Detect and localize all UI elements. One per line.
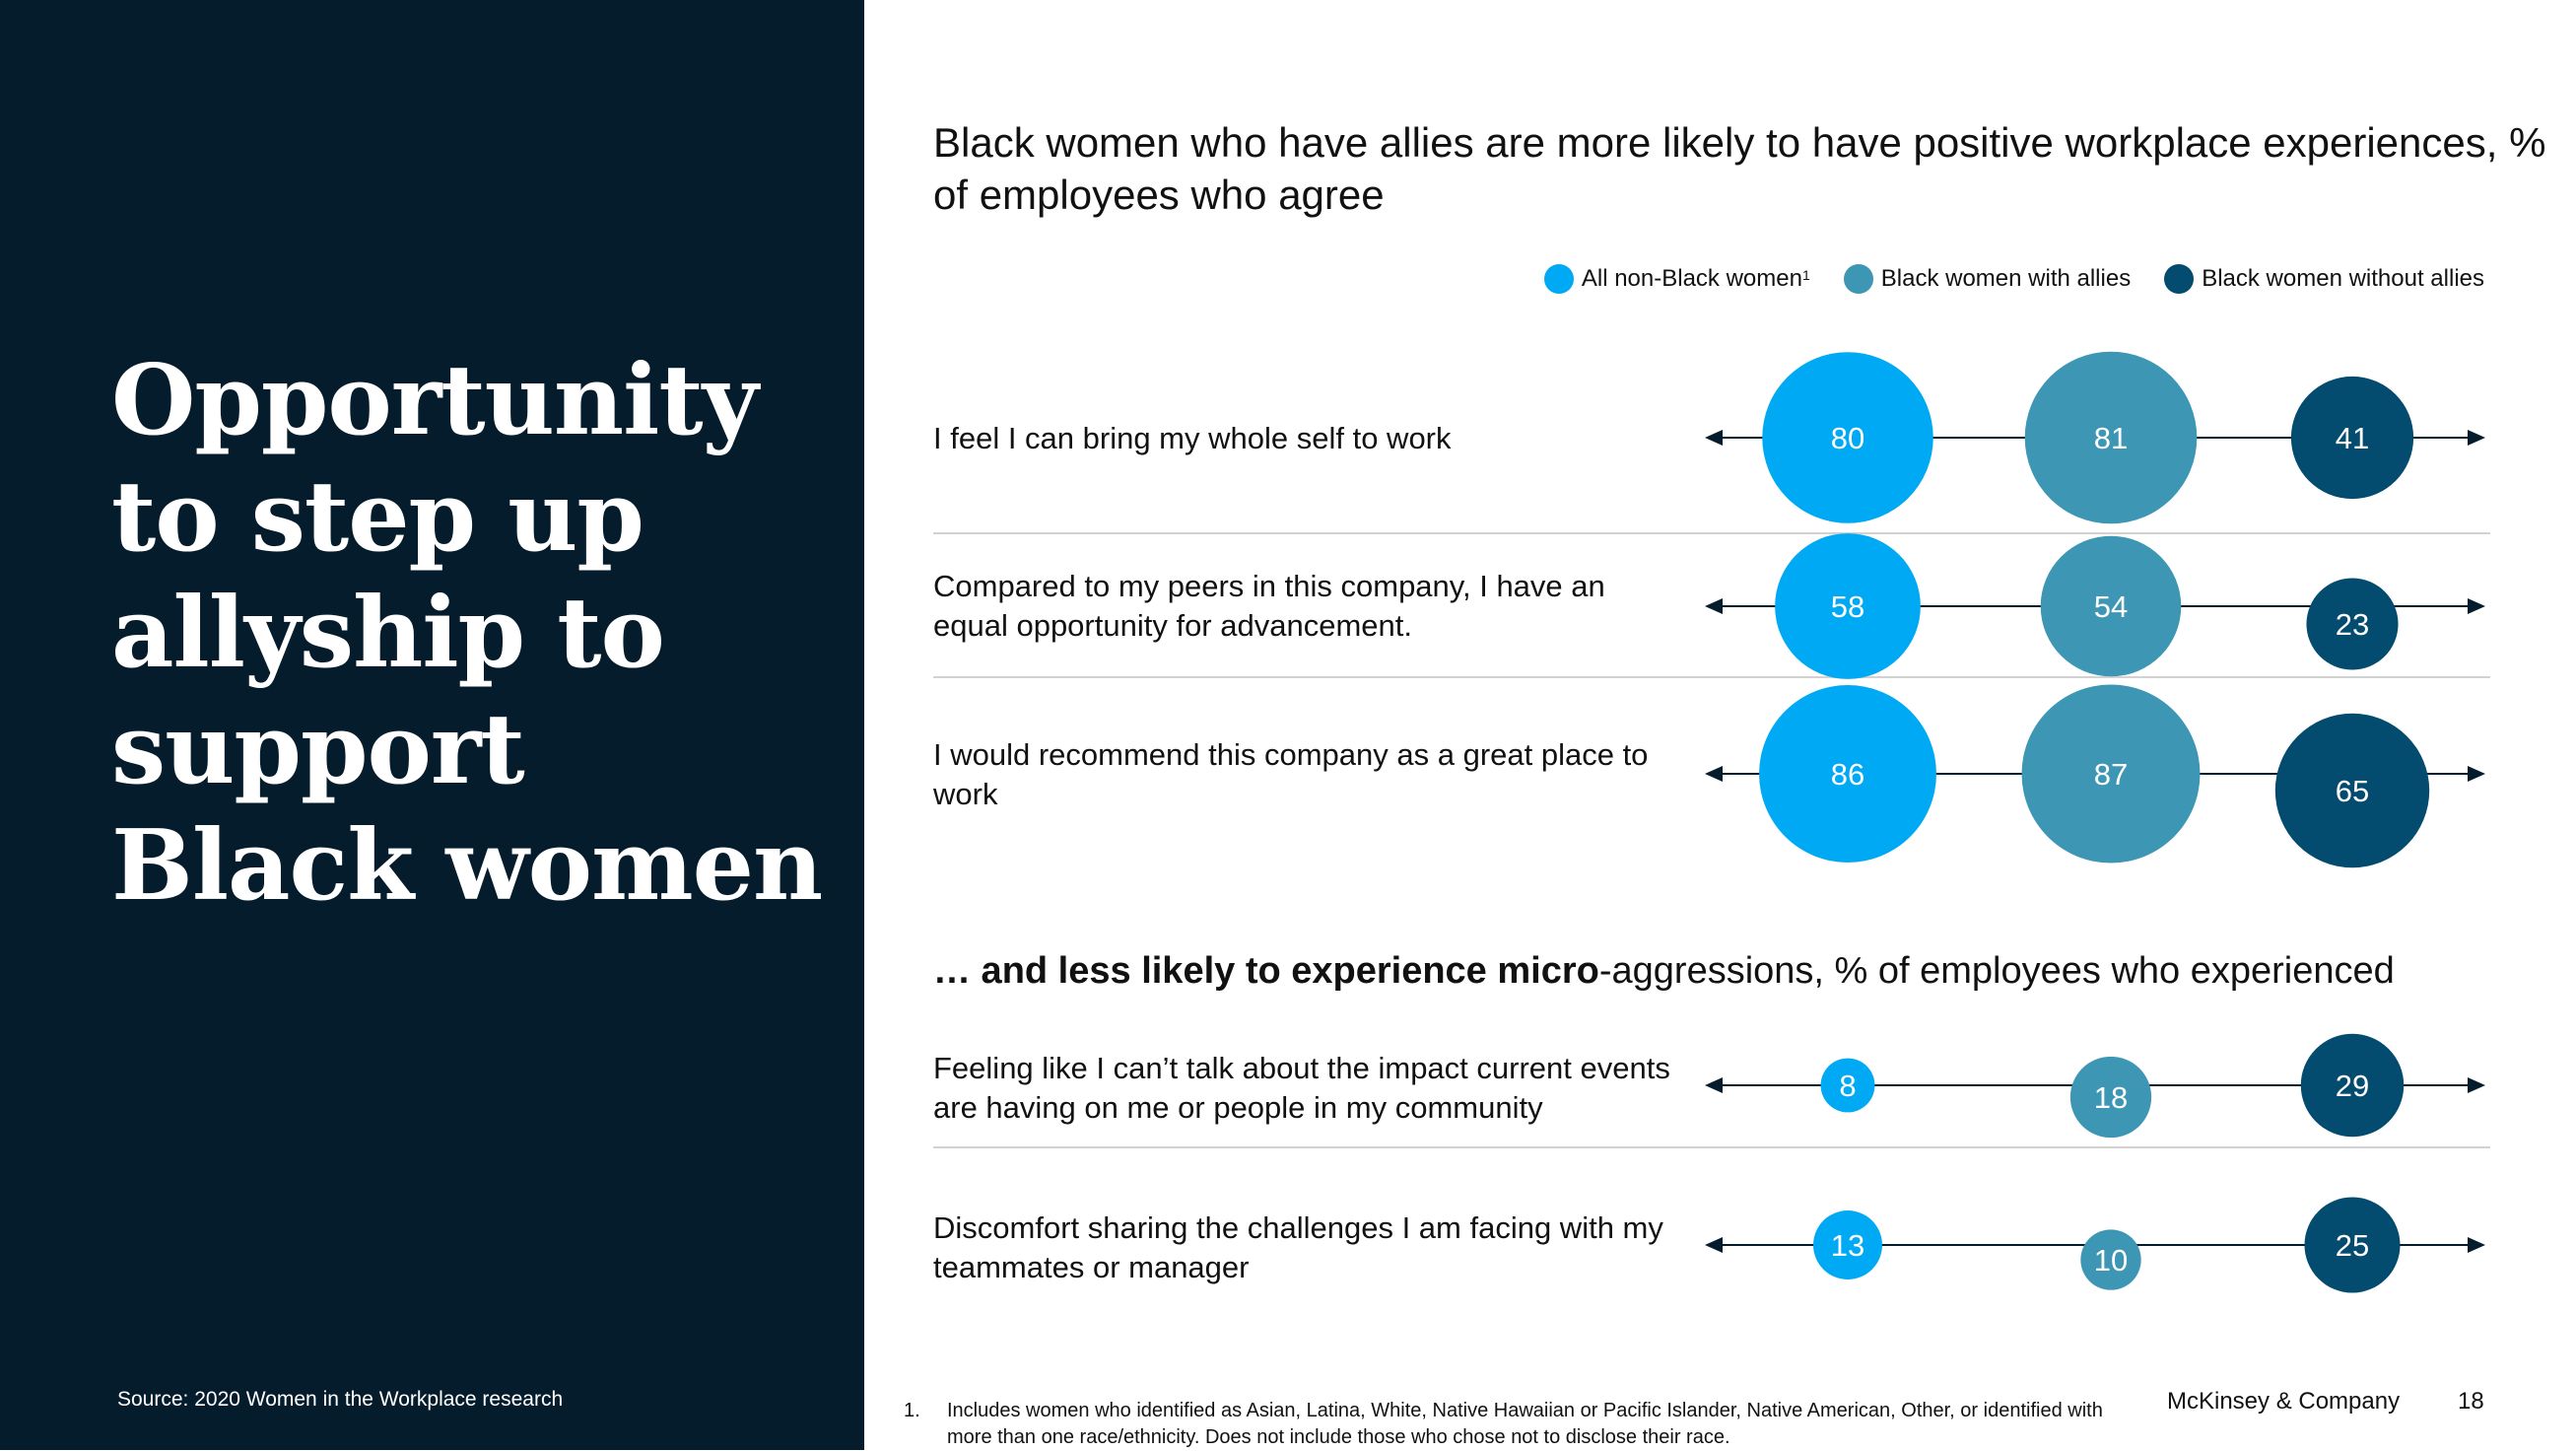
section2-title-rest: -aggressions, % of employees who experie… (1598, 950, 2395, 992)
bubble-value-label: 29 (2336, 1069, 2369, 1103)
bubble (1820, 1058, 1875, 1113)
bubble (2306, 578, 2399, 670)
row-label-sharing-challenges: Discomfort sharing the challenges I am f… (933, 1210, 1663, 1284)
page-number: 18 (2458, 1388, 2484, 1415)
bubble-value-label: 25 (2336, 1228, 2369, 1263)
section2-title: … and less likely to experience micro-ag… (933, 948, 2395, 994)
bubble (1762, 352, 1933, 523)
bubble (2304, 1197, 2401, 1293)
bubble (2300, 1033, 2405, 1138)
axis-arrow-left-icon (1705, 598, 1723, 614)
axis-arrow-left-icon (1705, 766, 1723, 782)
row-label-recommend: I would recommend this company as a grea… (933, 737, 1649, 811)
bubble (2290, 376, 2414, 500)
legend-label: All non-Black women (1581, 265, 1802, 292)
bubble-value-label: 23 (2336, 607, 2369, 642)
footnote: 1. Includes women who identified as Asia… (904, 1398, 2116, 1451)
left-panel (0, 0, 864, 1450)
bubble (1759, 685, 1936, 863)
legend: All non-Black women 1 Black women with al… (1511, 264, 2484, 294)
row-label-whole-self: I feel I can bring my whole self to work (933, 421, 1452, 455)
axis-arrow-right-icon (2468, 598, 2485, 614)
bubble (1813, 1210, 1882, 1279)
legend-dot-all-non-black-women (1543, 264, 1574, 294)
row-divider (933, 532, 2490, 534)
bubble (2274, 713, 2430, 868)
bubbles-layer: 80 81 41 58 54 23 86 87 65 8 18 29 13 10 25 (1759, 351, 2430, 1293)
bubble-value-label: 86 (1831, 757, 1864, 792)
legend-dot-black-women-without-allies (2164, 264, 2195, 294)
row-divider (933, 676, 2490, 678)
section2-title-bold: … and less likely to experience micro (933, 950, 1599, 992)
bubble (2069, 1056, 2152, 1139)
legend-superscript: 1 (1801, 267, 1810, 283)
legend-label: Black women without allies (2202, 265, 2484, 292)
bubble (1775, 533, 1921, 679)
bubble-value-label: 13 (1831, 1228, 1864, 1263)
legend-label: Black women with allies (1880, 265, 2132, 292)
axis-arrow-left-icon (1705, 1077, 1723, 1093)
bubble-value-label: 65 (2336, 774, 2369, 808)
row-label-current-events: Feeling like I can’t talk about the impa… (933, 1051, 1670, 1125)
bubble (2080, 1229, 2141, 1290)
axis-arrow-right-icon (2468, 1237, 2485, 1253)
row-label-advancement: Compared to my peers in this company, I … (933, 569, 1605, 643)
bubble-value-label: 80 (1831, 421, 1864, 455)
chart-title: Black women who have allies are more lik… (933, 119, 2546, 218)
legend-item-all-non-black-women: All non-Black women 1 (1543, 264, 1810, 294)
legend-dot-black-women-with-allies (1843, 264, 1873, 294)
bubble (2040, 535, 2182, 677)
axis-arrow-right-icon (2468, 430, 2485, 446)
axis-arrow-right-icon (2468, 1077, 2485, 1093)
axis-arrow-left-icon (1705, 1237, 1723, 1253)
axis-arrow-left-icon (1705, 430, 1723, 446)
bubble-value-label: 54 (2094, 589, 2128, 624)
bubble-value-label: 8 (1839, 1069, 1856, 1103)
row-divider (933, 1146, 2490, 1148)
bubble-value-label: 58 (1831, 589, 1864, 624)
bubble (2024, 351, 2198, 524)
source-note: Source: 2020 Women in the Workplace rese… (117, 1388, 564, 1411)
brand-name: McKinsey & Company (2167, 1388, 2401, 1415)
axis-arrow-right-icon (2468, 766, 2485, 782)
legend-item-black-women-with-allies: Black women with allies (1843, 264, 2132, 294)
bubble (2021, 684, 2201, 864)
headline: Opportunity to step up allyship to suppo… (111, 344, 823, 923)
bubble-value-label: 18 (2094, 1080, 2128, 1115)
bubble-value-label: 41 (2336, 421, 2369, 455)
footnote-text: Includes women who identified as Asian, … (947, 1400, 2103, 1448)
legend-item-black-women-without-allies: Black women without allies (2164, 264, 2484, 294)
bubble-value-label: 10 (2094, 1243, 2128, 1278)
footnote-number: 1. (904, 1400, 920, 1421)
bubble-value-label: 87 (2094, 757, 2128, 792)
bubble-value-label: 81 (2094, 421, 2128, 455)
